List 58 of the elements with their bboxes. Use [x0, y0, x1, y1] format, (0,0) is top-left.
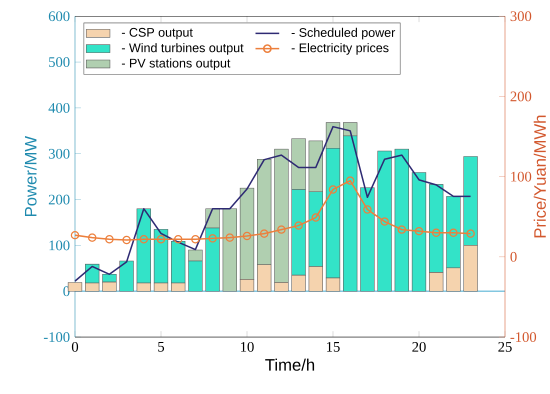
point: [70, 230, 80, 240]
legend-label: - Scheduled power: [292, 28, 396, 40]
point: [122, 236, 131, 244]
bar: [394, 148, 409, 292]
point: [346, 176, 354, 185]
point: [156, 234, 166, 244]
point: [242, 232, 252, 240]
bar: [412, 172, 426, 292]
y-tick-label: 200: [48, 194, 70, 204]
bar: [377, 150, 392, 292]
x-tick-label: 20: [412, 342, 426, 352]
x-tick-label: 0: [72, 342, 78, 352]
y2-tick-label: 300: [510, 11, 532, 22]
bar: [119, 260, 134, 292]
point: [432, 228, 440, 238]
point: [140, 234, 148, 244]
line-series: [74, 126, 472, 282]
y2-axis-title: Price/Yuan/MWh: [534, 116, 546, 238]
legend-label: - CSP output: [122, 28, 193, 40]
x-tick-label: 25: [498, 342, 512, 352]
y-axis-title: Power/MW: [24, 136, 37, 216]
x-tick-label: 5: [158, 342, 164, 352]
x-axis-title: Time/h: [265, 358, 314, 371]
bar: [222, 208, 237, 292]
point: [105, 234, 114, 244]
legend-label: - Electricity prices: [292, 43, 389, 55]
y2-tick-label: 200: [510, 92, 532, 102]
y-tick-label: 300: [48, 148, 70, 159]
y-tick-label: 500: [49, 57, 70, 67]
point: [414, 226, 424, 236]
y-tick-label: 100: [50, 240, 70, 250]
y2-tick-label: 100: [511, 172, 532, 182]
bar: [68, 282, 82, 292]
point: [449, 228, 458, 238]
point: [466, 229, 475, 238]
point: [277, 225, 286, 234]
y2-tick-label: 0: [510, 252, 517, 262]
point: [226, 233, 234, 242]
point: [260, 229, 268, 238]
bar: [360, 187, 375, 292]
y-tick-label: 400: [48, 102, 70, 113]
point: [174, 234, 182, 244]
legend-label: - Wind turbines output: [122, 43, 244, 55]
point: [380, 217, 389, 226]
point: [312, 213, 320, 222]
x-tick-label: 10: [240, 342, 254, 352]
y-tick-label: 600: [48, 11, 70, 22]
y2-tick-label: -100: [510, 332, 536, 342]
point: [88, 233, 96, 242]
y-tick-label: -100: [44, 332, 70, 342]
point: [208, 234, 217, 243]
point: [363, 205, 372, 214]
point: [328, 185, 338, 194]
point: [398, 225, 406, 234]
legend-label: - PV stations output: [122, 58, 230, 70]
point: [191, 234, 200, 244]
point: [294, 221, 303, 230]
x-tick-label: 15: [326, 342, 340, 352]
